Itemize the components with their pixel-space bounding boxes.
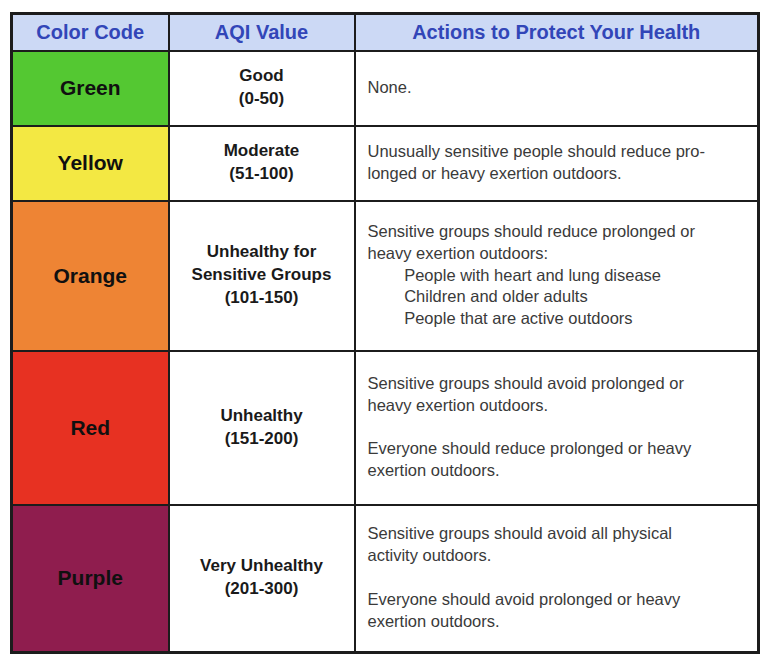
aqi-value-moderate: Moderate (51-100) xyxy=(169,126,355,201)
color-swatch-green: Green xyxy=(12,51,169,126)
table-row-orange: Orange Unhealthy for Sensitive Groups (1… xyxy=(12,201,759,351)
aqi-value-unhealthy: Unhealthy (151-200) xyxy=(169,351,355,505)
color-swatch-yellow: Yellow xyxy=(12,126,169,201)
aqi-value-good: Good (0-50) xyxy=(169,51,355,126)
color-swatch-purple: Purple xyxy=(12,505,169,653)
aqi-value-very-unhealthy: Very Unhealthy (201-300) xyxy=(169,505,355,653)
header-row: Color Code AQI Value Actions to Protect … xyxy=(12,14,759,51)
aqi-value-unhealthy-sensitive: Unhealthy for Sensitive Groups (101-150) xyxy=(169,201,355,351)
actions-unhealthy: Sensitive groups should avoid prolonged … xyxy=(355,351,759,505)
col-header-aqi-value: AQI Value xyxy=(169,14,355,51)
aqi-table: Color Code AQI Value Actions to Protect … xyxy=(10,12,760,654)
table-row-purple: Purple Very Unhealthy (201-300) Sensitiv… xyxy=(12,505,759,653)
actions-good: None. xyxy=(355,51,759,126)
col-header-color-code: Color Code xyxy=(12,14,169,51)
page: Color Code AQI Value Actions to Protect … xyxy=(0,12,768,669)
color-swatch-orange: Orange xyxy=(12,201,169,351)
actions-unhealthy-sensitive: Sensitive groups should reduce prolonged… xyxy=(355,201,759,351)
table-row-green: Green Good (0-50) None. xyxy=(12,51,759,126)
actions-very-unhealthy: Sensitive groups should avoid all physic… xyxy=(355,505,759,653)
actions-moderate: Unusually sensitive people should reduce… xyxy=(355,126,759,201)
table-row-red: Red Unhealthy (151-200) Sensitive groups… xyxy=(12,351,759,505)
col-header-actions: Actions to Protect Your Health xyxy=(355,14,759,51)
table-row-yellow: Yellow Moderate (51-100) Unusually sensi… xyxy=(12,126,759,201)
color-swatch-red: Red xyxy=(12,351,169,505)
